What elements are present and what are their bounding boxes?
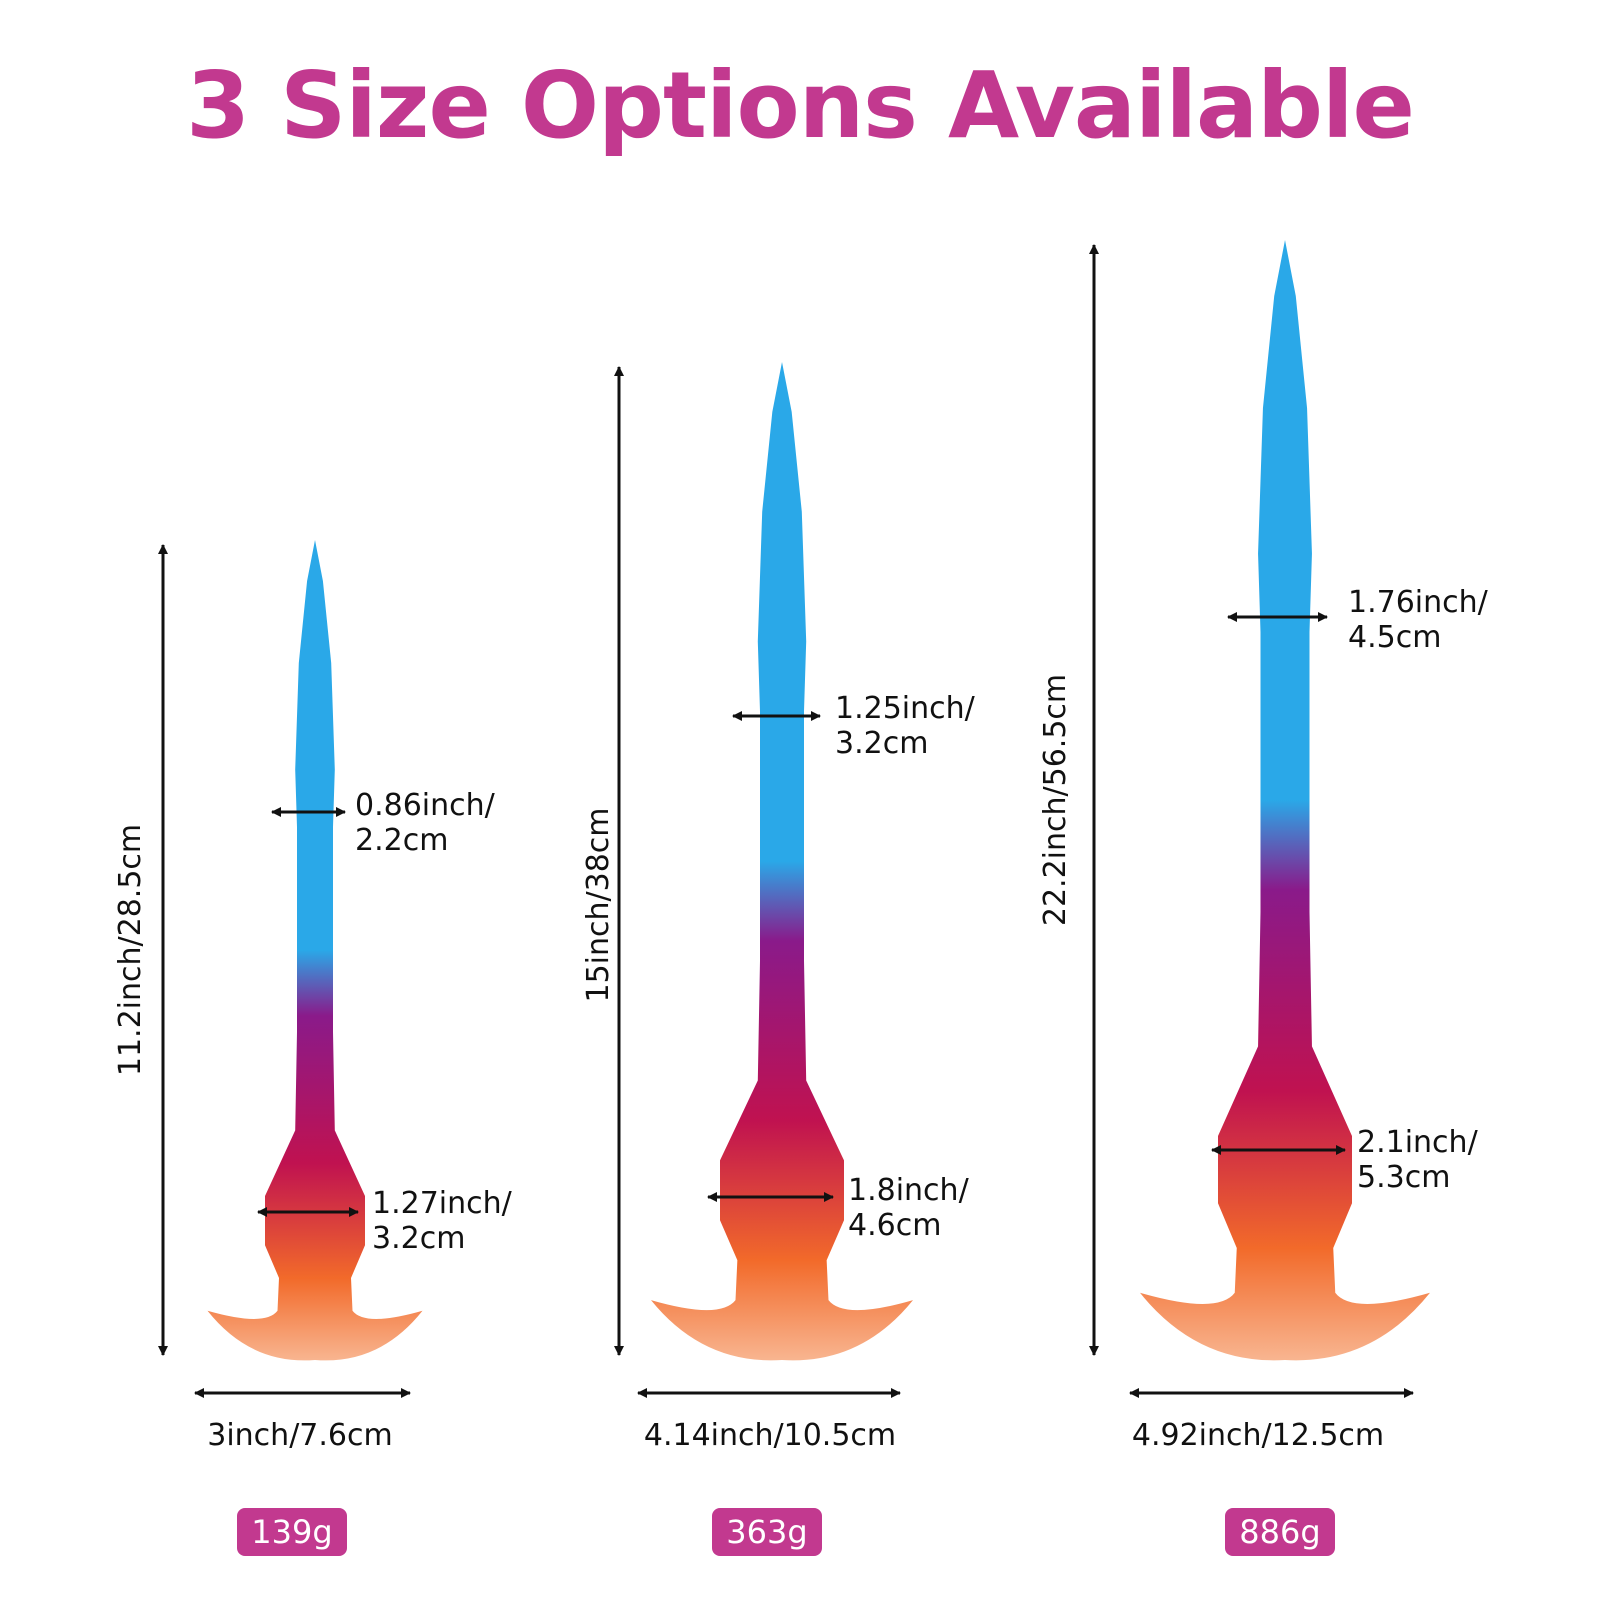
length-label: 11.2inch/28.5cm — [113, 824, 148, 1076]
length-label: 22.2inch/56.5cm — [1038, 674, 1073, 926]
base-width-label: 3inch/7.6cm — [207, 1418, 392, 1453]
weight-badge — [712, 1508, 822, 1556]
collar-width-label: 2.1inch/ — [1357, 1125, 1479, 1160]
product-silhouette — [207, 540, 423, 1361]
shaft-width-label: 3.2cm — [835, 726, 928, 761]
weight-label: 886g — [1239, 1513, 1320, 1551]
shaft-width-label: 4.5cm — [1348, 620, 1441, 655]
shaft-width-label: 0.86inch/ — [355, 788, 496, 823]
shaft-width-label: 1.76inch/ — [1348, 585, 1489, 620]
shaft-width-label: 1.25inch/ — [835, 691, 976, 726]
product-silhouette — [1140, 240, 1430, 1361]
weight-badge — [237, 1508, 347, 1556]
collar-width-label: 1.8inch/ — [848, 1173, 970, 1208]
collar-width-label: 5.3cm — [1357, 1160, 1450, 1195]
page-title: 3 Size Options Available — [186, 52, 1415, 159]
weight-label: 139g — [251, 1513, 332, 1551]
base-width-label: 4.14inch/10.5cm — [644, 1418, 896, 1453]
length-label: 15inch/38cm — [581, 807, 616, 1002]
base-width-label: 4.92inch/12.5cm — [1132, 1418, 1384, 1453]
weight-badge — [1225, 1508, 1335, 1556]
collar-width-label: 4.6cm — [848, 1208, 941, 1243]
collar-width-label: 1.27inch/ — [372, 1186, 513, 1221]
weight-label: 363g — [726, 1513, 807, 1551]
product-silhouette — [651, 362, 913, 1361]
shaft-width-label: 2.2cm — [355, 823, 448, 858]
collar-width-label: 3.2cm — [372, 1221, 465, 1256]
